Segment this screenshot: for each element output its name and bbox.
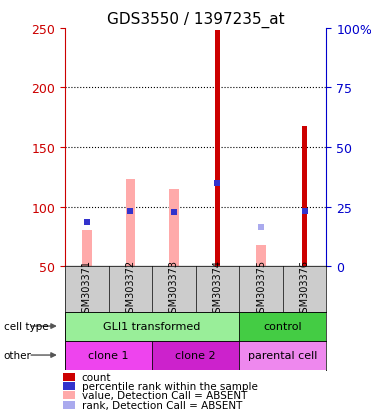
Bar — [65, 341, 152, 370]
Text: GSM303374: GSM303374 — [213, 260, 223, 318]
Bar — [65, 312, 239, 341]
Text: GSM303376: GSM303376 — [300, 260, 310, 318]
Text: GLI1 transformed: GLI1 transformed — [104, 321, 201, 331]
Bar — [125, 180, 135, 266]
Text: GSM303373: GSM303373 — [169, 260, 179, 318]
Text: count: count — [82, 372, 111, 382]
Bar — [239, 341, 326, 370]
Text: control: control — [263, 321, 302, 331]
Bar — [152, 341, 239, 370]
Bar — [256, 245, 266, 266]
Text: clone 2: clone 2 — [175, 350, 216, 360]
Bar — [302, 126, 307, 266]
Bar — [239, 312, 326, 341]
Text: GSM303371: GSM303371 — [82, 260, 92, 318]
Text: percentile rank within the sample: percentile rank within the sample — [82, 381, 257, 391]
Text: parental cell: parental cell — [248, 350, 318, 360]
Text: value, Detection Call = ABSENT: value, Detection Call = ABSENT — [82, 390, 247, 400]
Text: other: other — [4, 350, 32, 360]
Bar — [215, 31, 220, 266]
Text: rank, Detection Call = ABSENT: rank, Detection Call = ABSENT — [82, 400, 242, 410]
Text: GSM303375: GSM303375 — [256, 260, 266, 318]
Title: GDS3550 / 1397235_at: GDS3550 / 1397235_at — [107, 12, 285, 28]
Bar — [63, 392, 75, 399]
Text: cell type: cell type — [4, 321, 48, 331]
Bar — [169, 189, 179, 266]
Text: GSM303372: GSM303372 — [125, 260, 135, 318]
Bar — [82, 231, 92, 266]
Bar — [63, 382, 75, 390]
Bar — [63, 401, 75, 409]
Text: clone 1: clone 1 — [88, 350, 129, 360]
Bar — [63, 373, 75, 381]
